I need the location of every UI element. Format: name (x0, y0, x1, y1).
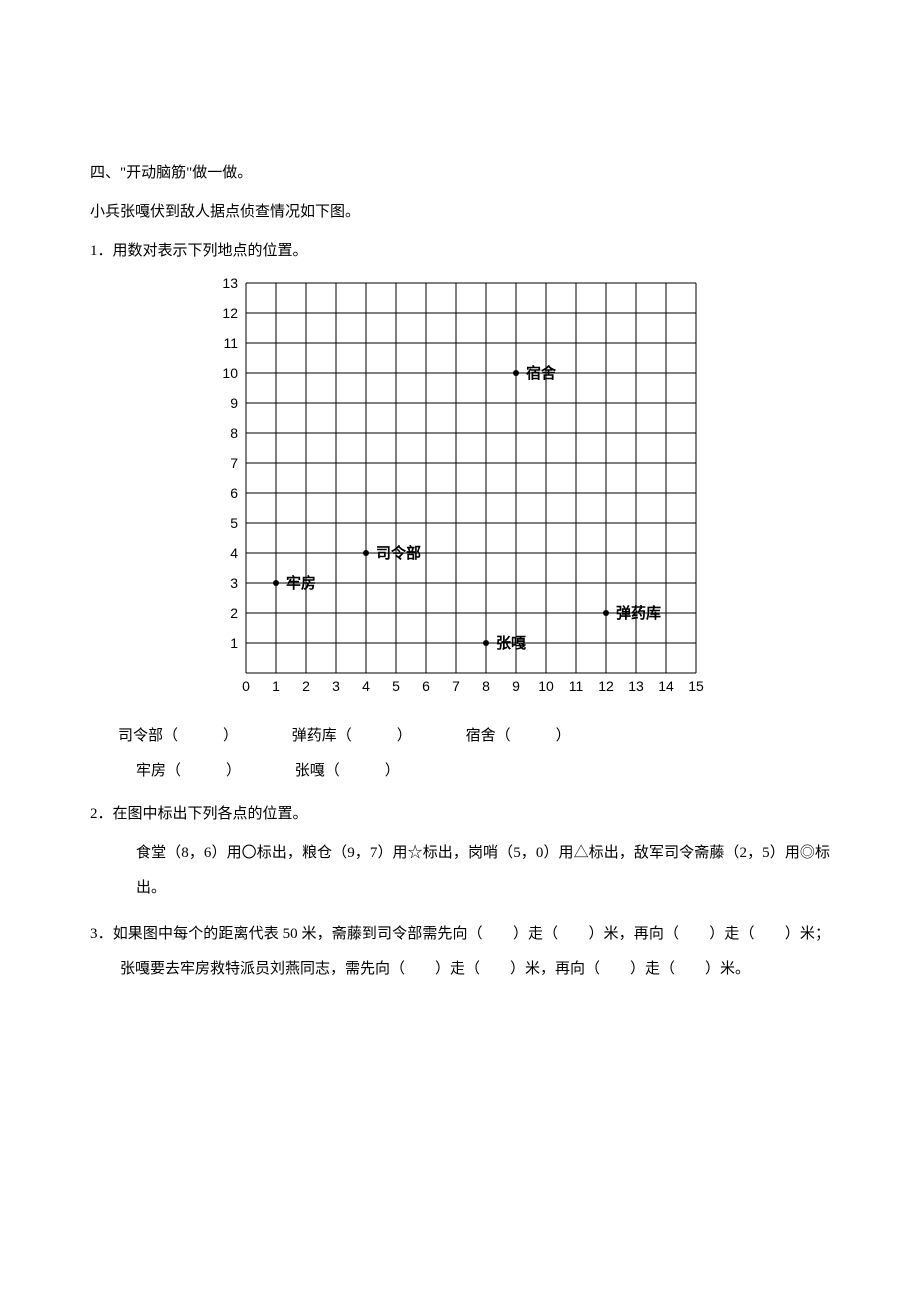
blank-zg: 张嘎（ ） (295, 758, 400, 785)
blank-paren: （ ） (166, 763, 241, 779)
svg-text:牢房: 牢房 (286, 574, 316, 592)
blank-label: 司令部 (118, 728, 163, 744)
svg-text:9: 9 (230, 395, 238, 411)
svg-text:13: 13 (222, 275, 238, 291)
blank-paren: （ ） (496, 728, 571, 744)
q3-number-inline: 3． (90, 926, 113, 942)
blank-dyk: 弹药库（ ） (292, 723, 412, 750)
svg-text:0: 0 (242, 678, 250, 694)
q3-text-inline: 如果图中每个的距离代表 50 米，斋藤到司令部需先向（ ）走（ ）米，再向（ ）… (113, 926, 830, 977)
q3-body: 3．如果图中每个的距离代表 50 米，斋藤到司令部需先向（ ）走（ ）米，再向（… (90, 917, 830, 986)
q2-text: 在图中标出下列各点的位置。 (113, 806, 308, 822)
svg-text:1: 1 (230, 635, 238, 651)
svg-text:11: 11 (223, 335, 238, 351)
blank-lf: 牢房（ ） (136, 758, 241, 785)
blank-label: 弹药库 (292, 728, 337, 744)
blank-label: 张嘎 (295, 763, 325, 779)
svg-text:4: 4 (230, 545, 238, 561)
q2-number: 2． (90, 806, 113, 822)
svg-text:2: 2 (230, 605, 238, 621)
svg-text:14: 14 (658, 678, 674, 694)
svg-text:司令部: 司令部 (376, 544, 421, 562)
question-2: 2．在图中标出下列各点的位置。 (90, 801, 830, 828)
question-1: 1．用数对表示下列地点的位置。 (90, 238, 830, 265)
intro-text: 小兵张嘎伏到敌人据点侦查情况如下图。 (90, 199, 830, 226)
blank-label: 牢房 (136, 763, 166, 779)
grid-svg: 012345678910111213141512345678910111213宿… (190, 273, 730, 703)
blank-paren: （ ） (325, 763, 400, 779)
svg-text:宿舍: 宿舍 (526, 364, 557, 382)
svg-text:11: 11 (569, 678, 584, 694)
svg-text:6: 6 (422, 678, 430, 694)
section-title: 四、"开动脑筋"做一做。 (90, 160, 830, 187)
svg-text:8: 8 (230, 425, 238, 441)
svg-text:9: 9 (512, 678, 520, 694)
svg-text:10: 10 (222, 365, 238, 381)
svg-text:弹药库: 弹药库 (616, 604, 661, 622)
q1-text: 用数对表示下列地点的位置。 (113, 243, 308, 259)
svg-text:15: 15 (688, 678, 704, 694)
grid-chart: 012345678910111213141512345678910111213宿… (90, 273, 830, 713)
blank-paren: （ ） (337, 728, 412, 744)
blank-paren: （ ） (163, 728, 238, 744)
svg-text:10: 10 (538, 678, 554, 694)
svg-text:3: 3 (230, 575, 238, 591)
q1-blanks-row-2: 牢房（ ） 张嘎（ ） (90, 758, 830, 785)
q2-detail: 食堂（8，6）用〇标出，粮仓（9，7）用☆标出，岗哨（5，0）用△标出，敌军司令… (90, 836, 830, 905)
svg-text:4: 4 (362, 678, 370, 694)
svg-text:2: 2 (302, 678, 310, 694)
svg-text:1: 1 (272, 678, 280, 694)
svg-text:8: 8 (482, 678, 490, 694)
svg-text:3: 3 (332, 678, 340, 694)
blank-label: 宿舍 (466, 728, 496, 744)
svg-text:7: 7 (452, 678, 460, 694)
svg-text:6: 6 (230, 485, 238, 501)
svg-text:7: 7 (230, 455, 238, 471)
svg-text:张嘎: 张嘎 (496, 635, 526, 652)
q1-blanks-row-1: 司令部（ ） 弹药库（ ） 宿舍（ ） (90, 723, 830, 750)
svg-text:13: 13 (628, 678, 644, 694)
svg-text:12: 12 (222, 305, 238, 321)
q1-number: 1． (90, 243, 113, 259)
svg-text:5: 5 (392, 678, 400, 694)
svg-text:5: 5 (230, 515, 238, 531)
svg-text:12: 12 (598, 678, 614, 694)
blank-ss: 宿舍（ ） (466, 723, 571, 750)
blank-slb: 司令部（ ） (118, 723, 238, 750)
